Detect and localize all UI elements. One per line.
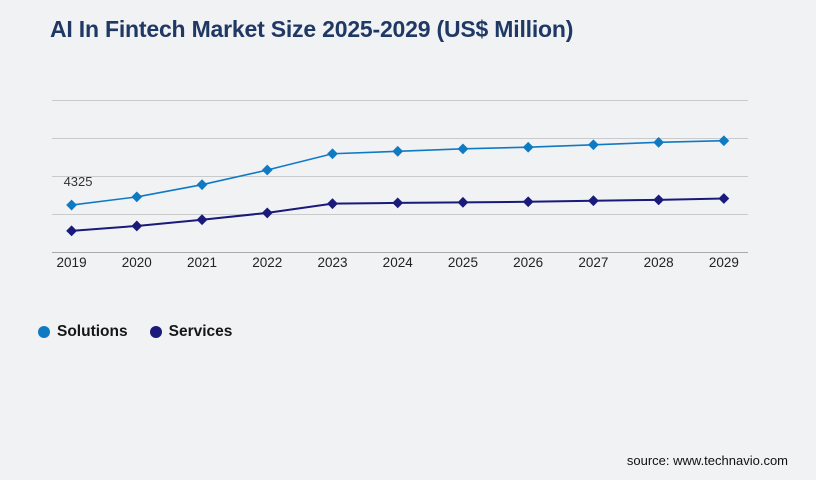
x-axis-tick-label: 2024 bbox=[382, 255, 413, 270]
x-axis-tick-label: 2026 bbox=[513, 255, 544, 270]
data-point-marker[interactable] bbox=[718, 135, 730, 147]
x-axis-tick-label: 2022 bbox=[252, 255, 283, 270]
series-layer bbox=[66, 135, 730, 237]
x-axis-tick-label: 2023 bbox=[317, 255, 348, 270]
data-point-marker[interactable] bbox=[457, 196, 469, 208]
data-point-marker[interactable] bbox=[522, 196, 534, 208]
chart-title: AI In Fintech Market Size 2025-2029 (US$… bbox=[50, 16, 574, 42]
plot-area bbox=[52, 100, 748, 252]
data-point-marker[interactable] bbox=[588, 139, 599, 151]
legend-item-label: Solutions bbox=[57, 323, 128, 340]
legend-item-solutions[interactable]: Solutions bbox=[38, 323, 128, 341]
x-axis-tick-label: 2028 bbox=[643, 255, 674, 270]
data-point-marker[interactable] bbox=[196, 179, 208, 191]
data-point-marker[interactable] bbox=[66, 199, 77, 211]
x-axis-labels: 2019 2020 2021 2022 2023 2024 2025 2026 2027 2028… bbox=[52, 255, 748, 275]
data-point-marker[interactable] bbox=[327, 148, 338, 160]
x-axis-tick-label: 2029 bbox=[708, 255, 739, 270]
data-point-marker[interactable] bbox=[392, 145, 404, 157]
data-point-marker[interactable] bbox=[392, 197, 404, 209]
source-note: source: www.technavio.com bbox=[626, 453, 788, 468]
data-point-marker[interactable] bbox=[327, 198, 338, 210]
x-axis-tick-label: 2025 bbox=[447, 255, 478, 270]
x-axis-tick-label: 2021 bbox=[186, 255, 218, 270]
data-point-marker[interactable] bbox=[653, 194, 665, 206]
legend-item-label: Services bbox=[168, 323, 233, 340]
legend-item-services[interactable]: Services bbox=[149, 323, 233, 341]
legend-marker-icon bbox=[149, 326, 162, 338]
data-point-marker[interactable] bbox=[261, 164, 273, 176]
x-axis-tick-label: 2020 bbox=[121, 255, 152, 270]
x-axis-tick-label: 2027 bbox=[578, 255, 609, 270]
data-point-marker[interactable] bbox=[131, 191, 143, 203]
data-point-marker[interactable] bbox=[131, 220, 143, 232]
data-point-marker[interactable] bbox=[718, 193, 730, 204]
x-axis-tick-label: 2019 bbox=[56, 255, 87, 270]
chart-legend: Solutions Services bbox=[38, 323, 232, 341]
data-point-marker[interactable] bbox=[457, 143, 469, 155]
data-point-marker[interactable] bbox=[196, 214, 208, 226]
data-point-marker[interactable] bbox=[66, 225, 77, 237]
data-point-marker[interactable] bbox=[588, 195, 599, 207]
legend-marker-icon bbox=[38, 326, 50, 338]
data-point-marker[interactable] bbox=[261, 207, 273, 219]
data-label-2019-solutions: 4325 bbox=[63, 174, 93, 190]
data-point-marker[interactable] bbox=[522, 141, 534, 153]
gridlines bbox=[52, 100, 748, 252]
data-point-marker[interactable] bbox=[653, 136, 665, 148]
